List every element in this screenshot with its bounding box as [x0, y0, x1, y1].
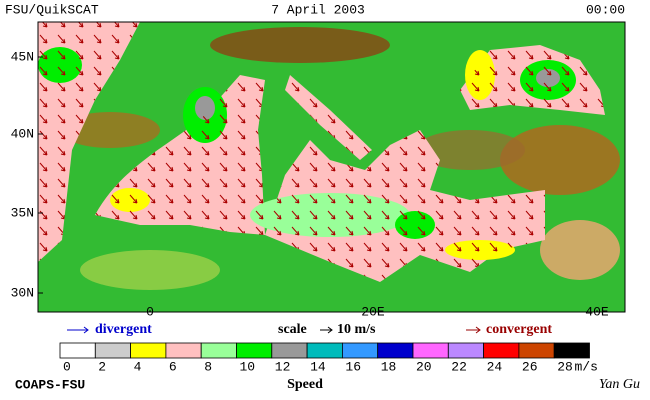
colorbar-swatch [377, 342, 414, 359]
colorbar-swatch [165, 342, 202, 359]
credit: COAPS-FSU [15, 377, 85, 392]
colorbar-tick-label: 28 [557, 359, 573, 374]
colorbar-tick-label: 12 [275, 359, 291, 374]
colorbar-swatch [483, 342, 520, 359]
divergent-label: divergent [95, 322, 152, 337]
lat-label: 30N [11, 285, 34, 300]
colorbar-label: Speed [287, 377, 323, 392]
colorbar-swatch [553, 342, 590, 359]
colorbar-swatch [447, 342, 484, 359]
colorbar-swatch [236, 342, 273, 359]
lat-label: 45N [11, 49, 34, 64]
colorbar-tick-label: 6 [169, 359, 177, 374]
lon-label: 0 [146, 304, 154, 319]
source: FSU/QuikSCAT [5, 2, 99, 17]
lon-label: 20E [361, 304, 385, 319]
scale-value: 10 m/s [337, 322, 376, 337]
colorbar-tick-label: 20 [416, 359, 432, 374]
colorbar-tick-label: 0 [63, 359, 71, 374]
colorbar-tick-label: 18 [381, 359, 397, 374]
date: 7 April 2003 [271, 2, 365, 17]
colorbar-swatch [271, 342, 308, 359]
colorbar-swatch [200, 342, 237, 359]
time: 00:00 [586, 2, 625, 17]
colorbar-tick-label: 16 [345, 359, 361, 374]
colorbar-swatch [518, 342, 555, 359]
lon-label: 40E [585, 304, 609, 319]
colorbar-tick-label: 4 [134, 359, 142, 374]
signature: Yan Gu [599, 377, 640, 392]
map-frame [37, 21, 626, 313]
colorbar-tick-label: 14 [310, 359, 326, 374]
colorbar-tick-label: 2 [98, 359, 106, 374]
divergent-arrow [67, 326, 89, 334]
lat-labels: 45N 40N 35N 30N [11, 49, 43, 300]
convergent-arrow [466, 326, 481, 334]
colorbar-unit: m/s [575, 359, 598, 374]
scale-arrow [320, 326, 333, 334]
lon-labels: 0 20E 40E [146, 304, 609, 319]
colorbar-tick-label: 24 [487, 359, 503, 374]
colorbar-swatch [94, 342, 132, 359]
scale-label: scale [278, 322, 307, 337]
lat-label: 35N [11, 205, 34, 220]
colorbar-swatch [306, 342, 343, 359]
colorbar-swatch [130, 342, 167, 359]
colorbar-tick-label: 22 [451, 359, 467, 374]
colorbar-swatch [59, 342, 96, 359]
lat-label: 40N [11, 126, 34, 141]
colorbar-tick-label: 10 [240, 359, 256, 374]
map [38, 22, 625, 312]
colorbar-tick-label: 26 [522, 359, 538, 374]
colorbar-tick-label: 8 [204, 359, 212, 374]
colorbar: 0 2 4 6 8 10 12 14 16 18 20 22 24 26 28 m/s [59, 342, 598, 374]
convergent-label: convergent [486, 322, 552, 337]
colorbar-swatch [412, 342, 449, 359]
colorbar-swatch [341, 342, 379, 359]
